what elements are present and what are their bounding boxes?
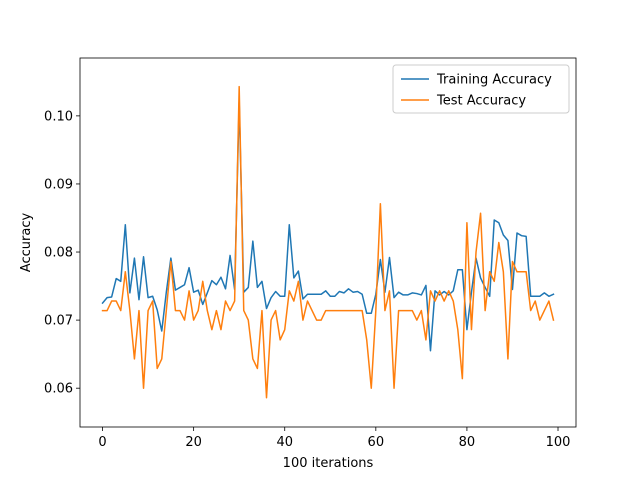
x-axis: 0 20 40 60 80 100: [98, 427, 570, 450]
legend-label: Test Accuracy: [436, 94, 526, 109]
x-tick-label: 100: [546, 435, 571, 450]
y-tick-label: 0.07: [44, 314, 73, 329]
series-line-test-accuracy: [101, 85, 555, 399]
x-axis-label: 100 iterations: [283, 456, 374, 471]
legend: Training Accuracy Test Accuracy: [392, 64, 570, 114]
plot-frame: [79, 57, 577, 428]
x-tick-label: 20: [185, 435, 202, 450]
y-axis: 0.06 0.07 0.08 0.09 0.10: [44, 109, 80, 397]
y-tick-label: 0.08: [44, 246, 73, 261]
series-line-training-accuracy: [101, 101, 555, 352]
y-axis-label: Accuracy: [19, 213, 34, 273]
x-tick-label: 60: [368, 435, 385, 450]
legend-box: [392, 64, 570, 114]
y-tick-label: 0.06: [44, 382, 73, 397]
plot-lines: [101, 85, 555, 399]
x-tick-label: 40: [276, 435, 293, 450]
legend-label: Training Accuracy: [436, 73, 552, 88]
x-tick-label: 0: [98, 435, 106, 450]
y-tick-label: 0.09: [44, 177, 73, 192]
y-tick-label: 0.10: [44, 109, 73, 124]
x-tick-label: 80: [459, 435, 476, 450]
